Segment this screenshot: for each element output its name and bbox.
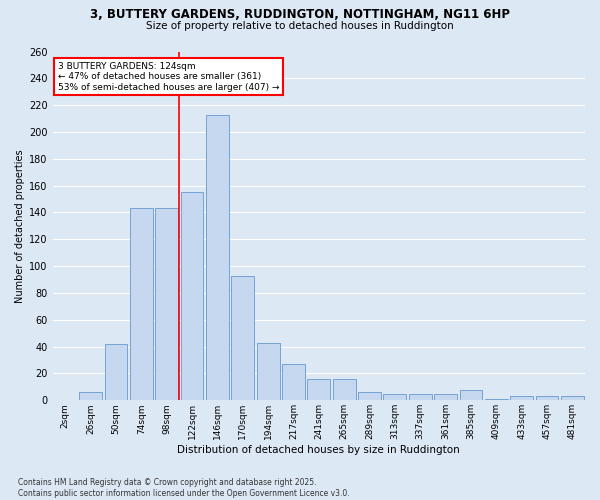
Bar — [104, 344, 127, 401]
Text: Size of property relative to detached houses in Ruddington: Size of property relative to detached ho… — [146, 21, 454, 31]
Bar — [257, 342, 280, 400]
Bar — [536, 396, 559, 400]
Y-axis label: Number of detached properties: Number of detached properties — [15, 149, 25, 302]
Bar — [333, 379, 356, 400]
Text: 3 BUTTERY GARDENS: 124sqm
← 47% of detached houses are smaller (361)
53% of semi: 3 BUTTERY GARDENS: 124sqm ← 47% of detac… — [58, 62, 280, 92]
Bar — [79, 392, 102, 400]
Bar — [130, 208, 153, 400]
Bar — [358, 392, 381, 400]
Bar — [155, 208, 178, 400]
Text: Contains HM Land Registry data © Crown copyright and database right 2025.
Contai: Contains HM Land Registry data © Crown c… — [18, 478, 350, 498]
Bar — [206, 114, 229, 401]
Bar — [460, 390, 482, 400]
Bar — [383, 394, 406, 400]
Bar — [409, 394, 431, 400]
Bar — [181, 192, 203, 400]
Bar — [561, 396, 584, 400]
Bar — [282, 364, 305, 401]
Bar — [307, 379, 330, 400]
Bar — [485, 399, 508, 400]
Bar — [510, 396, 533, 400]
Bar — [434, 394, 457, 400]
Text: 3, BUTTERY GARDENS, RUDDINGTON, NOTTINGHAM, NG11 6HP: 3, BUTTERY GARDENS, RUDDINGTON, NOTTINGH… — [90, 8, 510, 20]
X-axis label: Distribution of detached houses by size in Ruddington: Distribution of detached houses by size … — [178, 445, 460, 455]
Bar — [232, 276, 254, 400]
